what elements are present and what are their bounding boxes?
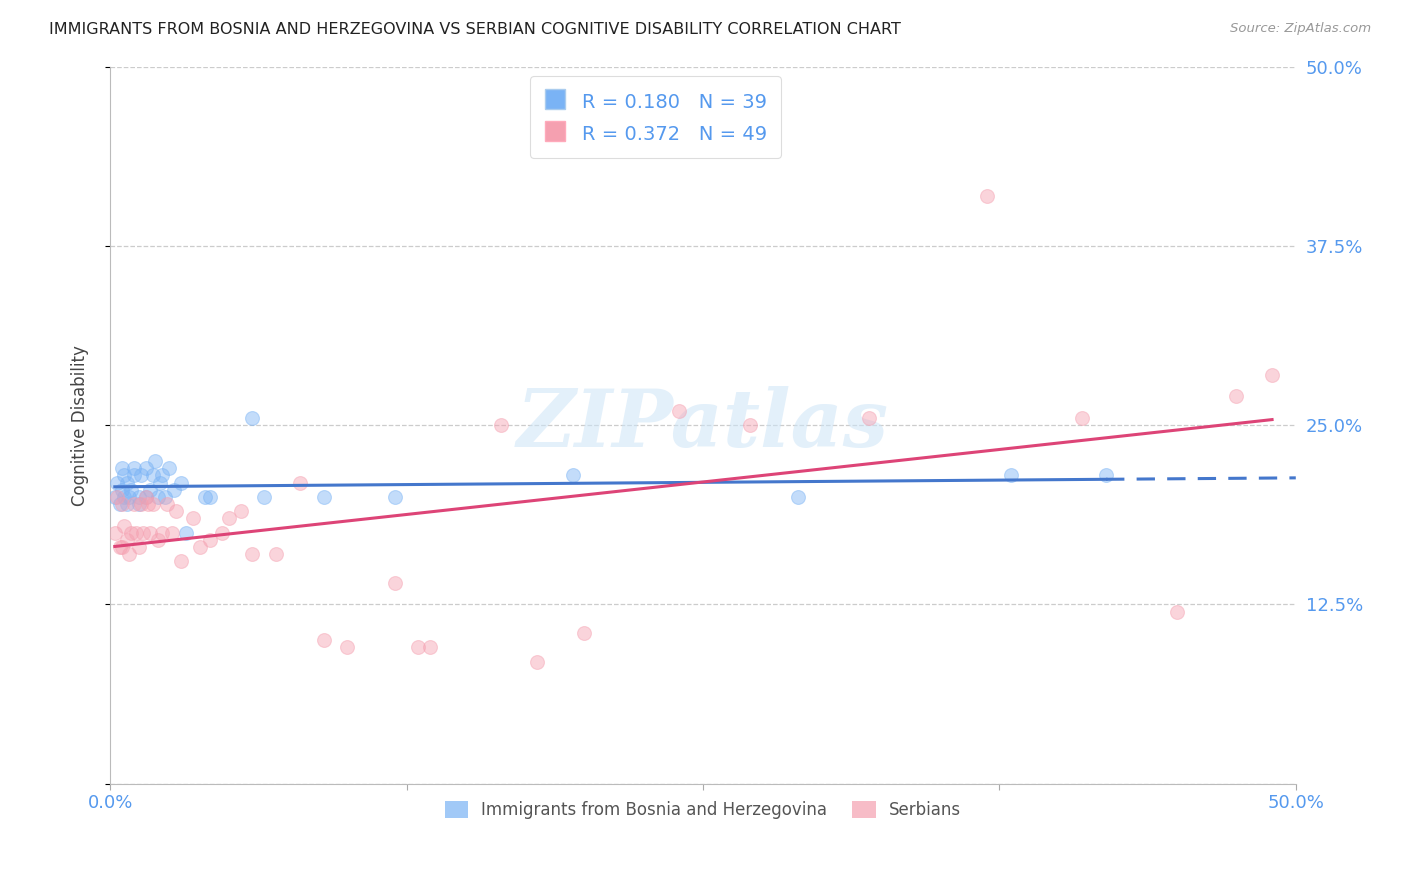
- Point: [419, 640, 441, 655]
- Point: [111, 483, 134, 497]
- Point: [112, 518, 135, 533]
- Point: [142, 468, 165, 483]
- Point: [146, 490, 169, 504]
- Point: [174, 525, 197, 540]
- Point: [115, 475, 138, 490]
- Point: [336, 640, 359, 655]
- Point: [139, 483, 162, 497]
- Point: [111, 497, 134, 511]
- Point: [264, 547, 287, 561]
- Point: [166, 504, 188, 518]
- Point: [135, 490, 157, 504]
- Point: [129, 468, 152, 483]
- Point: [288, 475, 311, 490]
- Point: [105, 475, 128, 490]
- Point: [211, 525, 233, 540]
- Point: [150, 468, 173, 483]
- Point: [198, 533, 221, 547]
- Point: [104, 525, 127, 540]
- Point: [1261, 368, 1284, 382]
- Legend: Immigrants from Bosnia and Herzegovina, Serbians: Immigrants from Bosnia and Herzegovina, …: [439, 794, 967, 826]
- Text: IMMIGRANTS FROM BOSNIA AND HERZEGOVINA VS SERBIAN COGNITIVE DISABILITY CORRELATI: IMMIGRANTS FROM BOSNIA AND HERZEGOVINA V…: [49, 22, 901, 37]
- Point: [229, 504, 252, 518]
- Point: [132, 525, 155, 540]
- Point: [1166, 605, 1188, 619]
- Point: [111, 461, 134, 475]
- Point: [181, 511, 204, 525]
- Point: [786, 490, 808, 504]
- Point: [408, 640, 430, 655]
- Point: [170, 554, 193, 568]
- Point: [112, 468, 135, 483]
- Point: [240, 547, 263, 561]
- Point: [218, 511, 240, 525]
- Point: [384, 490, 406, 504]
- Point: [163, 483, 186, 497]
- Point: [122, 461, 145, 475]
- Point: [384, 576, 406, 591]
- Point: [574, 626, 596, 640]
- Point: [143, 454, 166, 468]
- Point: [526, 655, 548, 669]
- Point: [170, 475, 193, 490]
- Point: [135, 461, 157, 475]
- Point: [1225, 389, 1247, 403]
- Point: [105, 490, 128, 504]
- Point: [108, 540, 131, 554]
- Point: [253, 490, 276, 504]
- Point: [312, 633, 335, 648]
- Point: [125, 525, 148, 540]
- Point: [150, 525, 173, 540]
- Point: [128, 540, 150, 554]
- Point: [122, 497, 145, 511]
- Point: [198, 490, 221, 504]
- Point: [128, 490, 150, 504]
- Point: [1095, 468, 1118, 483]
- Point: [149, 475, 172, 490]
- Point: [976, 188, 998, 202]
- Point: [128, 497, 150, 511]
- Point: [188, 540, 211, 554]
- Text: ZIPatlas: ZIPatlas: [517, 386, 889, 464]
- Point: [561, 468, 583, 483]
- Point: [129, 497, 152, 511]
- Point: [118, 547, 141, 561]
- Point: [1071, 411, 1094, 425]
- Point: [142, 497, 165, 511]
- Point: [115, 533, 138, 547]
- Point: [115, 497, 138, 511]
- Point: [240, 411, 263, 425]
- Point: [104, 490, 127, 504]
- Point: [491, 418, 513, 433]
- Point: [312, 490, 335, 504]
- Point: [146, 533, 169, 547]
- Point: [135, 490, 157, 504]
- Point: [136, 497, 159, 511]
- Point: [139, 525, 162, 540]
- Point: [118, 490, 141, 504]
- Point: [157, 461, 180, 475]
- Y-axis label: Cognitive Disability: Cognitive Disability: [72, 344, 89, 506]
- Point: [112, 490, 135, 504]
- Point: [160, 525, 183, 540]
- Point: [858, 411, 880, 425]
- Point: [122, 468, 145, 483]
- Text: Source: ZipAtlas.com: Source: ZipAtlas.com: [1230, 22, 1371, 36]
- Point: [108, 497, 131, 511]
- Point: [120, 525, 142, 540]
- Point: [194, 490, 217, 504]
- Point: [153, 490, 176, 504]
- Point: [111, 540, 134, 554]
- Point: [740, 418, 762, 433]
- Point: [1000, 468, 1022, 483]
- Point: [120, 483, 142, 497]
- Point: [156, 497, 179, 511]
- Point: [668, 404, 690, 418]
